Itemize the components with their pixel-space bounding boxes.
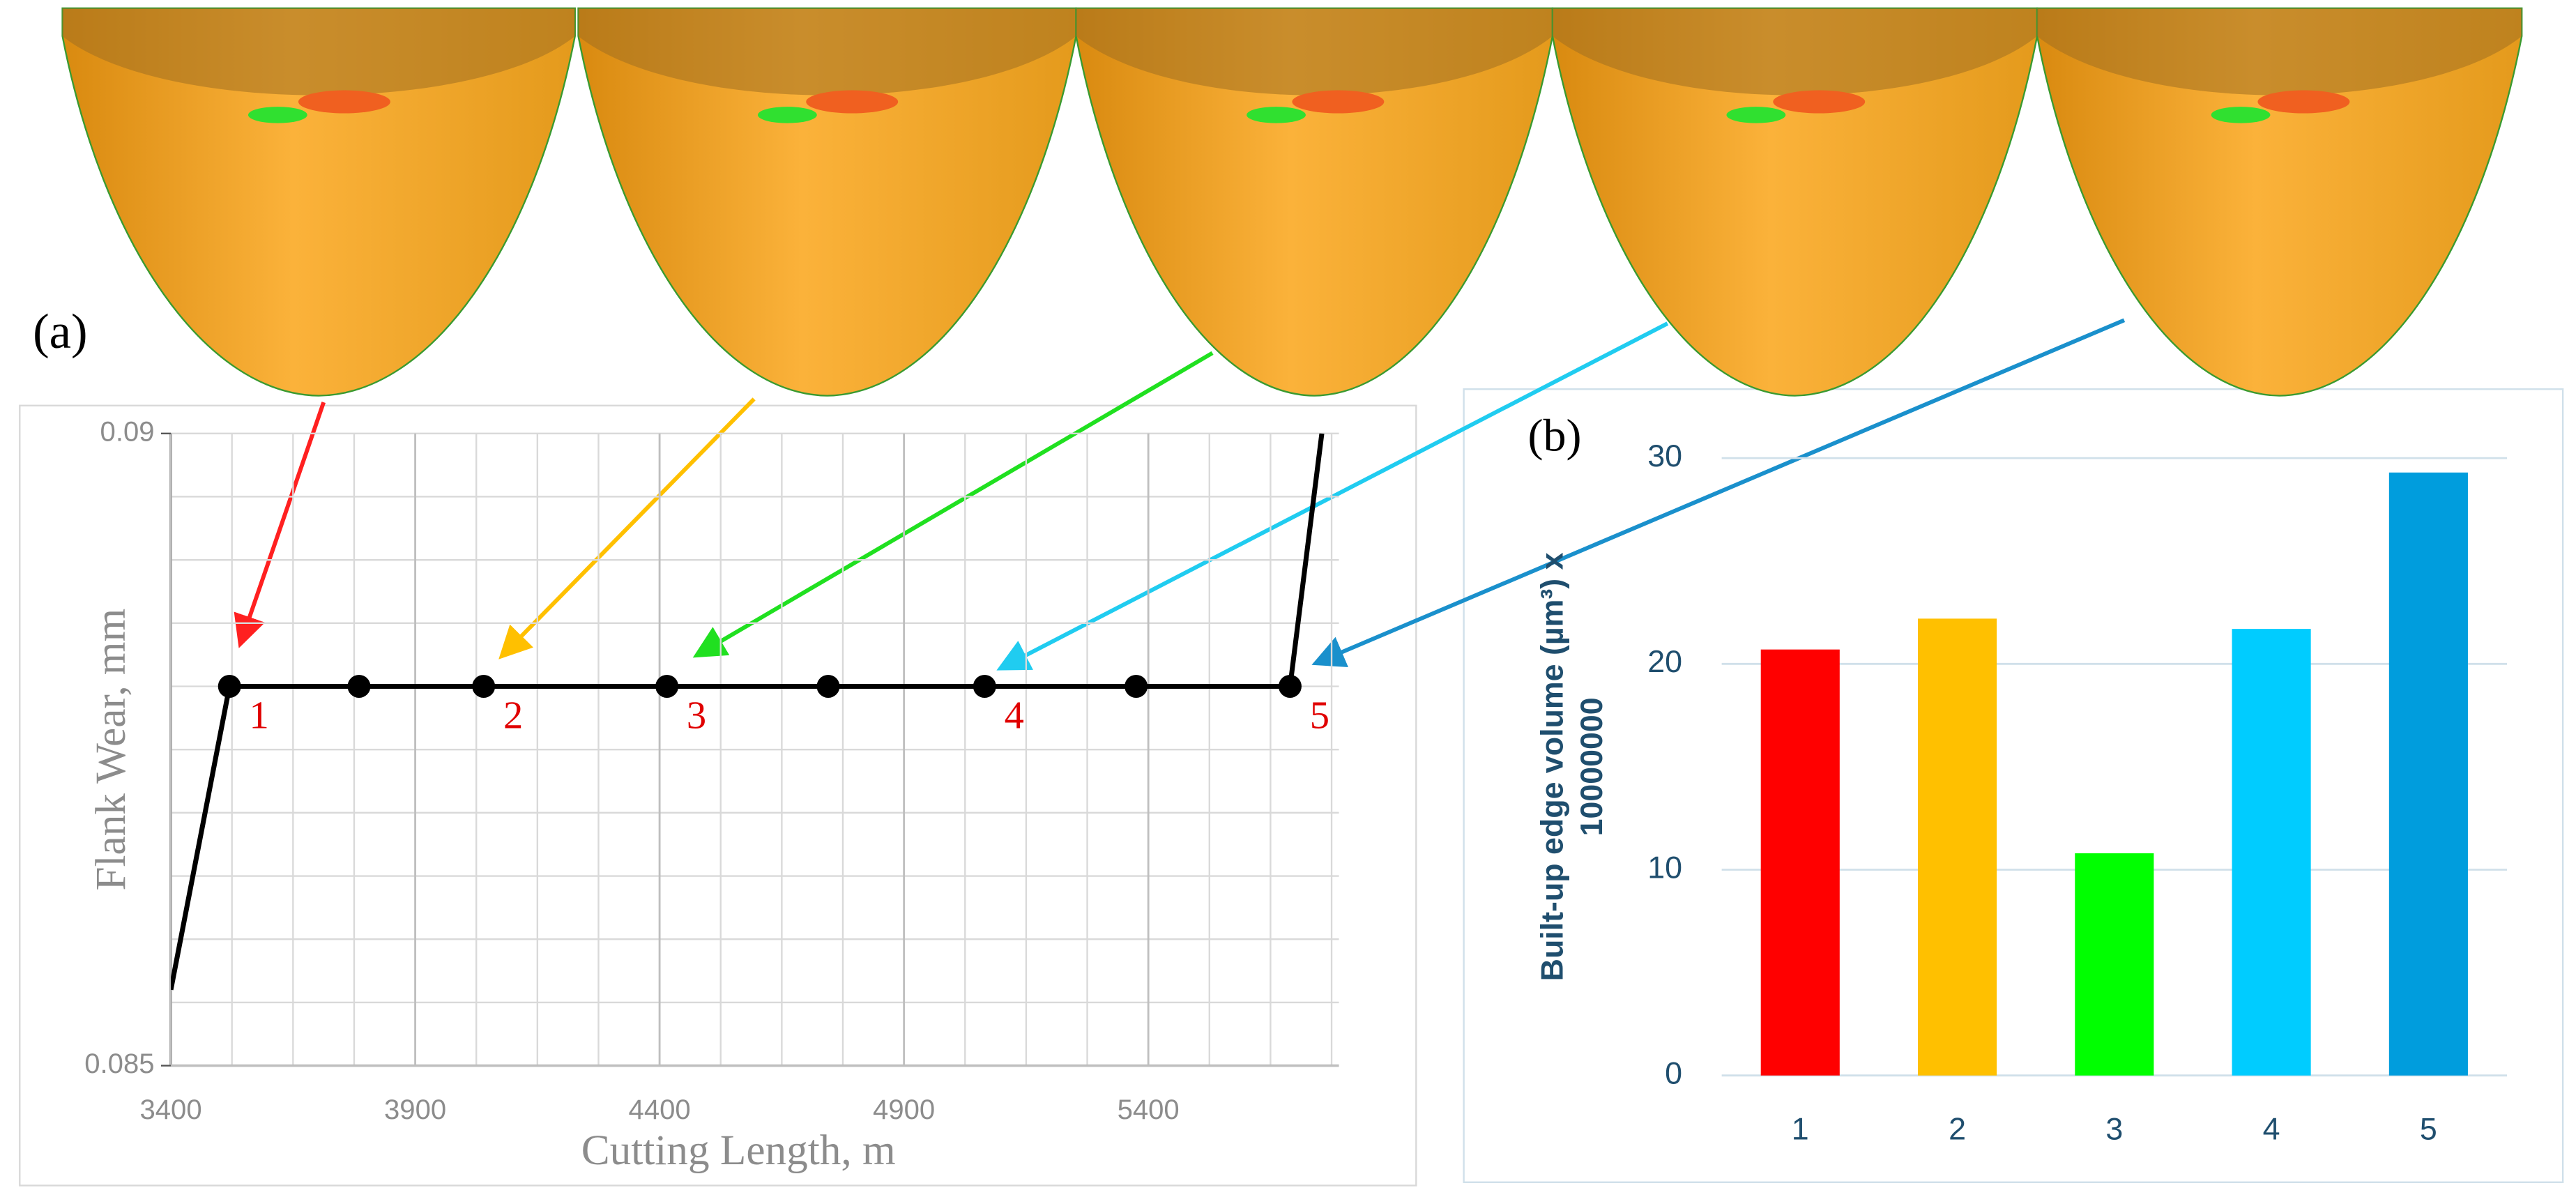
x-tick-label: 3 xyxy=(2105,1112,2123,1147)
x-tick-label: 4900 xyxy=(873,1095,935,1125)
x-tick-label: 4400 xyxy=(629,1095,691,1125)
annotation: 4 xyxy=(1005,694,1024,738)
y-axis-label: Built-up edge volume (µm³) x 10000000 xyxy=(1534,552,1609,981)
bue-green xyxy=(1726,107,1786,123)
point xyxy=(347,675,371,698)
bue-red xyxy=(806,90,899,114)
arrow xyxy=(996,321,1669,671)
point xyxy=(1125,675,1148,698)
tool-body xyxy=(1075,7,1554,397)
y-tick-label: 0.085 xyxy=(84,1049,154,1079)
tool-rake xyxy=(2037,8,2522,96)
annotation: 3 xyxy=(687,694,706,738)
bar-chart: 0 10 20 30 Built-up edge volume (µm³) x 10000… xyxy=(1528,410,2508,1147)
bue-red xyxy=(2257,90,2350,114)
arrow xyxy=(1311,318,2126,668)
y-axis-label: Flank Wear, mm xyxy=(87,609,135,891)
bue-green xyxy=(1247,107,1306,123)
line-chart: 3400 3900 4400 4900 5400 0.085 0.09 Cutting Len… xyxy=(33,305,1339,1174)
panel-a-frame xyxy=(19,404,1417,1187)
y-tick-label: 10 xyxy=(1647,850,1682,885)
y-tick-label: 0.09 xyxy=(100,416,155,447)
point xyxy=(816,675,840,698)
tool-images xyxy=(61,7,2523,397)
x-tick-label: 1 xyxy=(1792,1112,1809,1147)
arrow xyxy=(498,397,756,660)
x-tick-label: 3400 xyxy=(140,1095,202,1125)
tool-rake xyxy=(1552,8,2038,96)
tool-body xyxy=(577,7,1077,397)
tool-body xyxy=(1551,7,2038,397)
annotation: 1 xyxy=(249,694,268,738)
x-tick-label: 3900 xyxy=(384,1095,446,1125)
bar xyxy=(2075,853,2154,1076)
tool-rake xyxy=(1076,8,1553,96)
arrows xyxy=(234,318,2126,671)
point xyxy=(472,675,496,698)
point xyxy=(655,675,679,698)
panel-b-frame xyxy=(1463,388,2564,1183)
x-tick-label: 5 xyxy=(2420,1112,2437,1147)
tool-rake xyxy=(578,8,1076,96)
y-tick-label: 30 xyxy=(1647,439,1682,473)
x-tick-label: 4 xyxy=(2263,1112,2280,1147)
y-tick-label: 0 xyxy=(1665,1056,1682,1091)
bar xyxy=(2388,472,2468,1076)
arrow xyxy=(692,351,1214,658)
tool-rake xyxy=(62,8,575,96)
tool-body xyxy=(61,7,576,397)
bue-red xyxy=(298,90,390,114)
x-tick-label: 5400 xyxy=(1118,1095,1180,1125)
annotation: 2 xyxy=(503,694,523,738)
point xyxy=(1278,675,1302,698)
panel-title: (b) xyxy=(1528,410,1582,461)
point xyxy=(973,675,996,698)
y-tick-label: 20 xyxy=(1647,644,1682,679)
arrow xyxy=(234,402,326,648)
bue-green xyxy=(2211,107,2271,123)
panel-title: (a) xyxy=(33,305,87,359)
bue-red xyxy=(1773,90,1866,114)
x-tick-label: 2 xyxy=(1949,1112,1966,1147)
bar xyxy=(1760,649,1840,1076)
bue-green xyxy=(247,107,307,123)
point xyxy=(218,675,241,698)
bar xyxy=(1917,618,1997,1076)
x-axis-label: Cutting Length, m xyxy=(581,1127,896,1174)
annotation: 5 xyxy=(1310,694,1329,738)
bue-red xyxy=(1292,90,1385,114)
tool-body xyxy=(2036,7,2523,397)
bar xyxy=(2232,629,2311,1076)
line xyxy=(171,433,1325,991)
bue-green xyxy=(757,107,817,123)
